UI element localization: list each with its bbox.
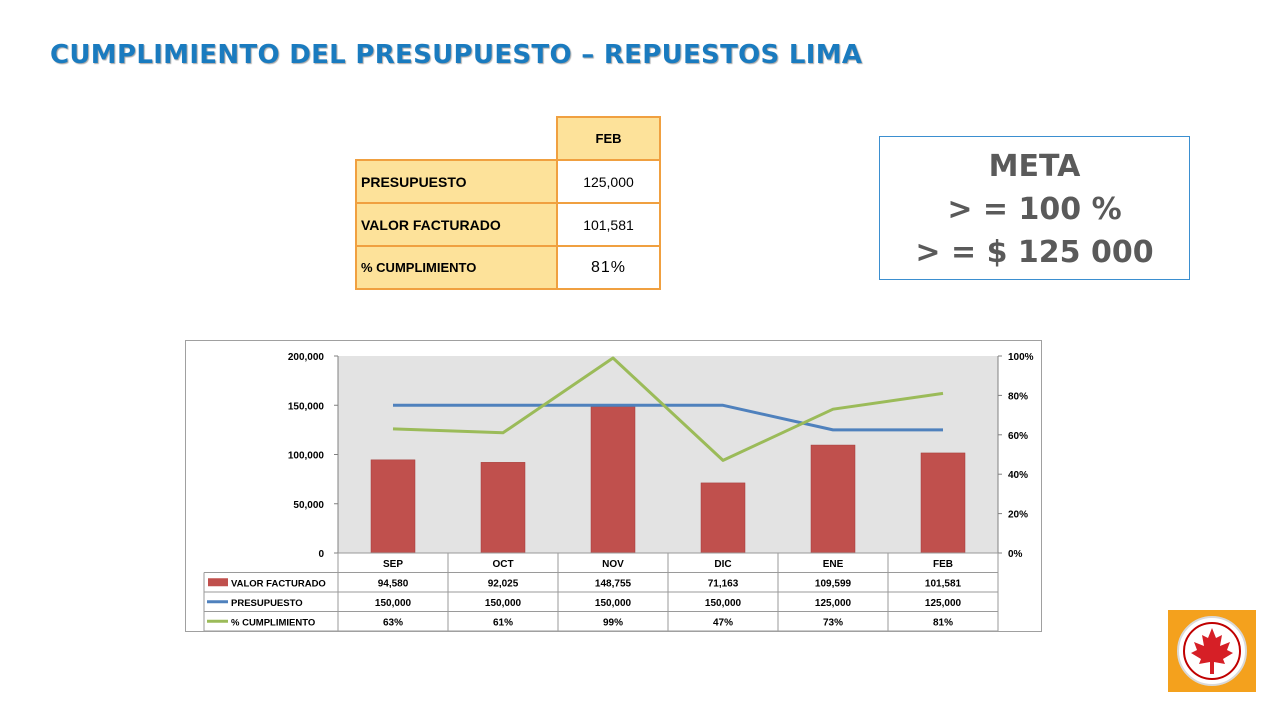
meta-title: META (988, 149, 1081, 184)
data-table-value: 61% (493, 617, 513, 628)
category-label: SEP (383, 559, 403, 570)
bar-valor-facturado (920, 452, 966, 554)
category-label: FEB (933, 559, 953, 570)
combo-chart: 0 50,000 100,000 150,000 200,000 0% 20% 40% 60% 8… (185, 340, 1042, 632)
summary-label: PRESUPUESTO (355, 159, 558, 204)
data-table-value: 63% (383, 617, 403, 628)
chart-canvas: 0 50,000 100,000 150,000 200,000 0% 20% 40% 60% 8… (203, 352, 1034, 631)
left-axis-tick-label: 200,000 (288, 352, 325, 363)
legend-label: VALOR FACTURADO (231, 578, 326, 589)
right-axis-tick-label: 80% (1008, 391, 1028, 402)
summary-row-valor-facturado: VALOR FACTURADO 101,581 (355, 202, 661, 247)
company-logo (1168, 610, 1256, 692)
data-table-value: 150,000 (705, 598, 742, 609)
summary-value: 101,581 (556, 202, 661, 247)
maple-leaf-logo-icon (1177, 616, 1247, 686)
bar-valor-facturado (700, 482, 746, 554)
data-table-value: 150,000 (485, 598, 522, 609)
left-axis-tick-label: 0 (318, 549, 324, 560)
bar-valor-facturado (370, 459, 416, 554)
summary-label: % CUMPLIMIENTO (355, 245, 558, 290)
line-presupuesto (393, 403, 943, 432)
legend-label: % CUMPLIMIENTO (231, 617, 315, 628)
category-label: ENE (823, 559, 844, 570)
data-table-value: 92,025 (488, 578, 519, 589)
right-axis-tick-label: 20% (1008, 510, 1028, 521)
data-table-value: 73% (823, 617, 843, 628)
legend-label: PRESUPUESTO (231, 598, 303, 609)
meta-amount-target: > = $ 125 000 (915, 235, 1154, 270)
data-table-value: 101,581 (925, 578, 962, 589)
data-table-value: 125,000 (815, 598, 852, 609)
right-axis-tick-label: 0% (1008, 549, 1023, 560)
category-label: DIC (714, 559, 731, 570)
data-table-value: 71,163 (708, 578, 739, 589)
bar-valor-facturado (810, 444, 856, 554)
right-axis-tick-label: 60% (1008, 431, 1028, 442)
bar-valor-facturado (590, 406, 636, 554)
meta-box: META > = 100 % > = $ 125 000 (879, 136, 1190, 280)
summary-value: 125,000 (556, 159, 661, 204)
page-title: CUMPLIMIENTO DEL PRESUPUESTO – REPUESTOS… (50, 40, 863, 70)
line-cumplimiento (392, 356, 944, 462)
summary-row-presupuesto: PRESUPUESTO 125,000 (355, 159, 661, 204)
right-axis-tick-label: 40% (1008, 470, 1028, 481)
summary-header-row: FEB (356, 116, 661, 161)
bar-valor-facturado (480, 462, 526, 554)
data-table-value: 47% (713, 617, 733, 628)
left-axis-tick-label: 150,000 (288, 401, 325, 412)
data-table-value: 99% (603, 617, 623, 628)
data-table-value: 94,580 (378, 578, 409, 589)
data-table-value: 148,755 (595, 578, 632, 589)
category-label: OCT (492, 559, 513, 570)
summary-month-header: FEB (556, 116, 661, 161)
data-table-value: 150,000 (375, 598, 412, 609)
summary-label: VALOR FACTURADO (355, 202, 558, 247)
summary-row-cumplimiento: % CUMPLIMIENTO 81% (355, 245, 661, 290)
category-label: NOV (602, 559, 624, 570)
data-table-value: 109,599 (815, 578, 852, 589)
right-axis-tick-label: 100% (1008, 352, 1034, 363)
summary-value: 81% (556, 245, 661, 290)
summary-table: FEB PRESUPUESTO 125,000 VALOR FACTURADO … (355, 116, 661, 290)
legend-swatch-valor-facturado (208, 578, 228, 587)
left-axis-tick-label: 100,000 (288, 451, 325, 462)
data-table-value: 150,000 (595, 598, 632, 609)
plot-area (338, 356, 998, 553)
meta-percent-target: > = 100 % (947, 192, 1122, 227)
left-axis-tick-label: 50,000 (293, 500, 324, 511)
data-table-value: 81% (933, 617, 953, 628)
summary-corner (356, 117, 557, 160)
data-table-value: 125,000 (925, 598, 962, 609)
